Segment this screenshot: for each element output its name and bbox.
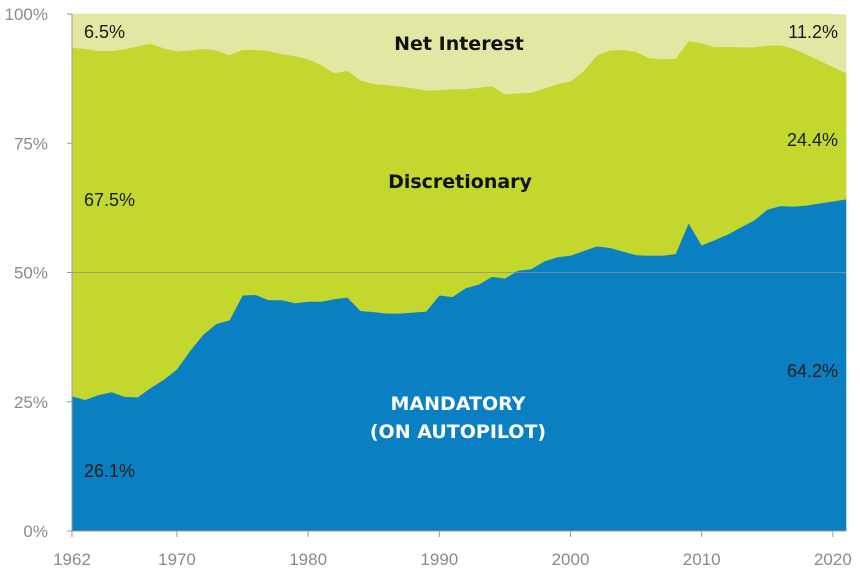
mandatory-start-label: 26.1% <box>84 461 135 481</box>
discretionary-end-label: 24.4% <box>787 130 838 150</box>
net-interest-area <box>71 13 847 95</box>
y-tick-label: 25% <box>14 393 48 412</box>
y-axis: 0% 25% 50% 75% 100% <box>5 5 73 541</box>
net-interest-end-label: 11.2% <box>788 22 838 42</box>
area-layers <box>71 13 847 532</box>
y-tick-label: 50% <box>14 264 48 283</box>
x-tick-label: 2000 <box>552 550 590 569</box>
discretionary-start-label: 67.5% <box>84 190 135 210</box>
net-interest-series-label: Net Interest <box>394 33 524 55</box>
y-tick-label: 0% <box>23 522 48 541</box>
x-axis: 1962 1970 1980 1990 2000 2010 2020 <box>53 530 852 569</box>
discretionary-series-label: Discretionary <box>388 171 532 193</box>
x-tick-label: 1970 <box>158 550 196 569</box>
x-tick-label: 1962 <box>53 550 91 569</box>
x-tick-label: 1980 <box>289 550 327 569</box>
y-tick-label: 100% <box>5 5 48 24</box>
x-tick-label: 2020 <box>814 550 852 569</box>
net-interest-start-label: 6.5% <box>84 22 125 42</box>
mandatory-series-label-line-2: (ON AUTOPILOT) <box>370 421 546 443</box>
y-tick-label: 75% <box>14 134 48 153</box>
x-tick-label: 1990 <box>420 550 458 569</box>
mandatory-series-label-line-1: MANDATORY <box>391 393 526 415</box>
x-tick-label: 2010 <box>683 550 721 569</box>
mandatory-end-label: 64.2% <box>787 361 838 381</box>
